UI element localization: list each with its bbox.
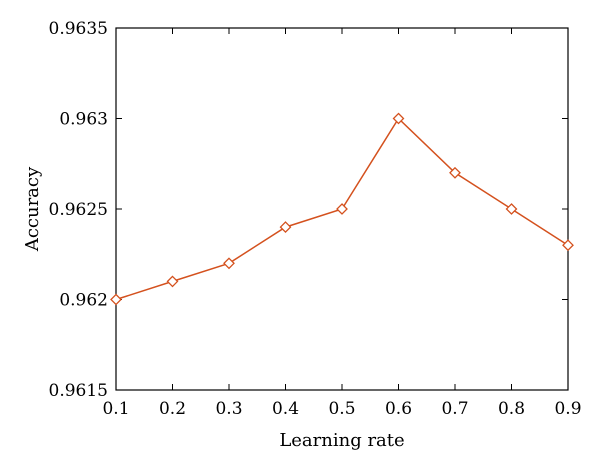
data-point-marker bbox=[110, 293, 122, 306]
data-point-marker bbox=[505, 203, 518, 215]
y-axis-label: Accuracy bbox=[22, 166, 43, 252]
data-point-marker bbox=[392, 112, 405, 125]
y-tick-label: 0.963 bbox=[59, 110, 108, 130]
y-tick-label: 0.9615 bbox=[49, 381, 108, 401]
x-tick-label: 0.6 bbox=[385, 399, 412, 419]
x-tick-label: 0.4 bbox=[272, 399, 299, 419]
x-axis-label: Learning rate bbox=[279, 430, 404, 451]
y-tick-label: 0.9635 bbox=[49, 19, 108, 39]
x-axis-ticks: 0.1 0.2 0.3 0.4 0.5 0.6 0.7 0.8 0.9 bbox=[102, 28, 582, 419]
y-axis-ticks: 0.9615 0.962 0.9625 0.963 0.9635 bbox=[49, 19, 568, 401]
x-tick-label: 0.2 bbox=[159, 399, 186, 419]
data-point-marker bbox=[166, 275, 179, 288]
x-tick-label: 0.7 bbox=[441, 399, 468, 419]
x-tick-label: 0.8 bbox=[498, 399, 525, 419]
x-tick-label: 0.9 bbox=[554, 399, 581, 419]
data-point-marker bbox=[449, 166, 461, 179]
x-tick-label: 0.3 bbox=[215, 399, 242, 419]
data-point-marker bbox=[562, 239, 574, 252]
x-tick-label: 0.5 bbox=[328, 399, 355, 419]
x-tick-label: 0.1 bbox=[102, 399, 129, 419]
y-tick-label: 0.9625 bbox=[49, 200, 108, 220]
data-point-marker bbox=[223, 257, 235, 270]
y-tick-label: 0.962 bbox=[59, 291, 108, 311]
series-layer bbox=[110, 112, 574, 306]
data-point-marker bbox=[279, 221, 292, 234]
data-point-marker bbox=[336, 203, 348, 215]
